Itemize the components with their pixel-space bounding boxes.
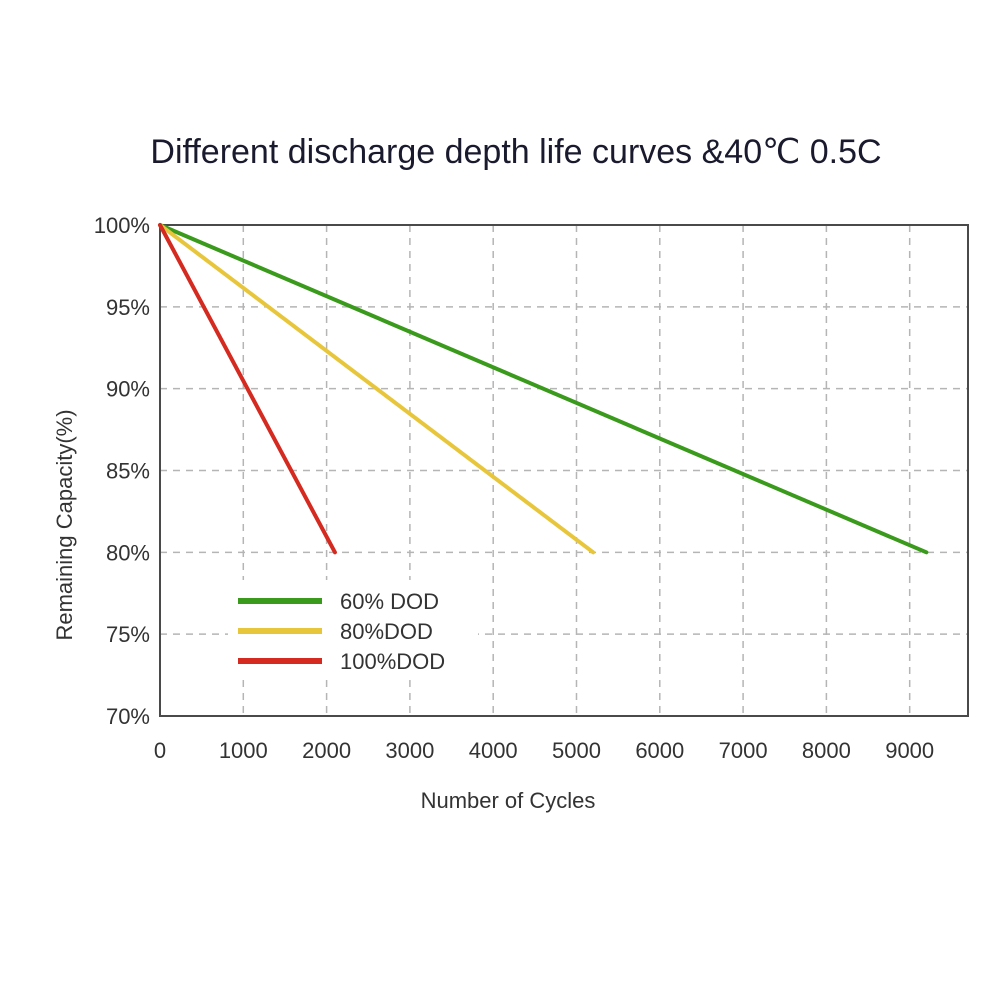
x-tick-label: 9000 bbox=[885, 738, 934, 763]
series-lines bbox=[158, 223, 929, 555]
x-tick-label: 7000 bbox=[719, 738, 768, 763]
x-axis-ticks: 0 1000 2000 3000 4000 5000 6000 7000 8000 9000 bbox=[154, 738, 934, 763]
x-tick-label: 1000 bbox=[219, 738, 268, 763]
x-tick-label: 8000 bbox=[802, 738, 851, 763]
y-axis-ticks: 70% 75% 80% 85% 90% 95% 100% bbox=[94, 213, 150, 729]
x-tick-label: 0 bbox=[154, 738, 166, 763]
x-tick-label: 2000 bbox=[302, 738, 351, 763]
y-tick-label: 85% bbox=[106, 459, 150, 484]
series-line-1 bbox=[158, 223, 596, 555]
y-tick-label: 75% bbox=[106, 622, 150, 647]
y-tick-label: 80% bbox=[106, 540, 150, 565]
x-tick-label: 6000 bbox=[635, 738, 684, 763]
chart-title: Different discharge depth life curves &4… bbox=[150, 133, 881, 171]
y-tick-label: 70% bbox=[106, 704, 150, 729]
series-line-2 bbox=[158, 223, 337, 555]
x-tick-label: 5000 bbox=[552, 738, 601, 763]
series-line-0 bbox=[158, 223, 929, 555]
plot-frame bbox=[159, 224, 969, 717]
y-axis-label: Remaining Capacity(%) bbox=[52, 409, 77, 640]
y-tick-label: 100% bbox=[94, 213, 150, 238]
legend-label: 80%DOD bbox=[340, 619, 433, 644]
x-tick-label: 3000 bbox=[385, 738, 434, 763]
legend: 60% DOD 80%DOD 100%DOD bbox=[228, 580, 478, 676]
y-tick-label: 90% bbox=[106, 377, 150, 402]
x-axis-label: Number of Cycles bbox=[421, 788, 596, 813]
legend-label: 100%DOD bbox=[340, 649, 445, 674]
y-tick-label: 95% bbox=[106, 295, 150, 320]
legend-label: 60% DOD bbox=[340, 589, 439, 614]
x-tick-label: 4000 bbox=[469, 738, 518, 763]
